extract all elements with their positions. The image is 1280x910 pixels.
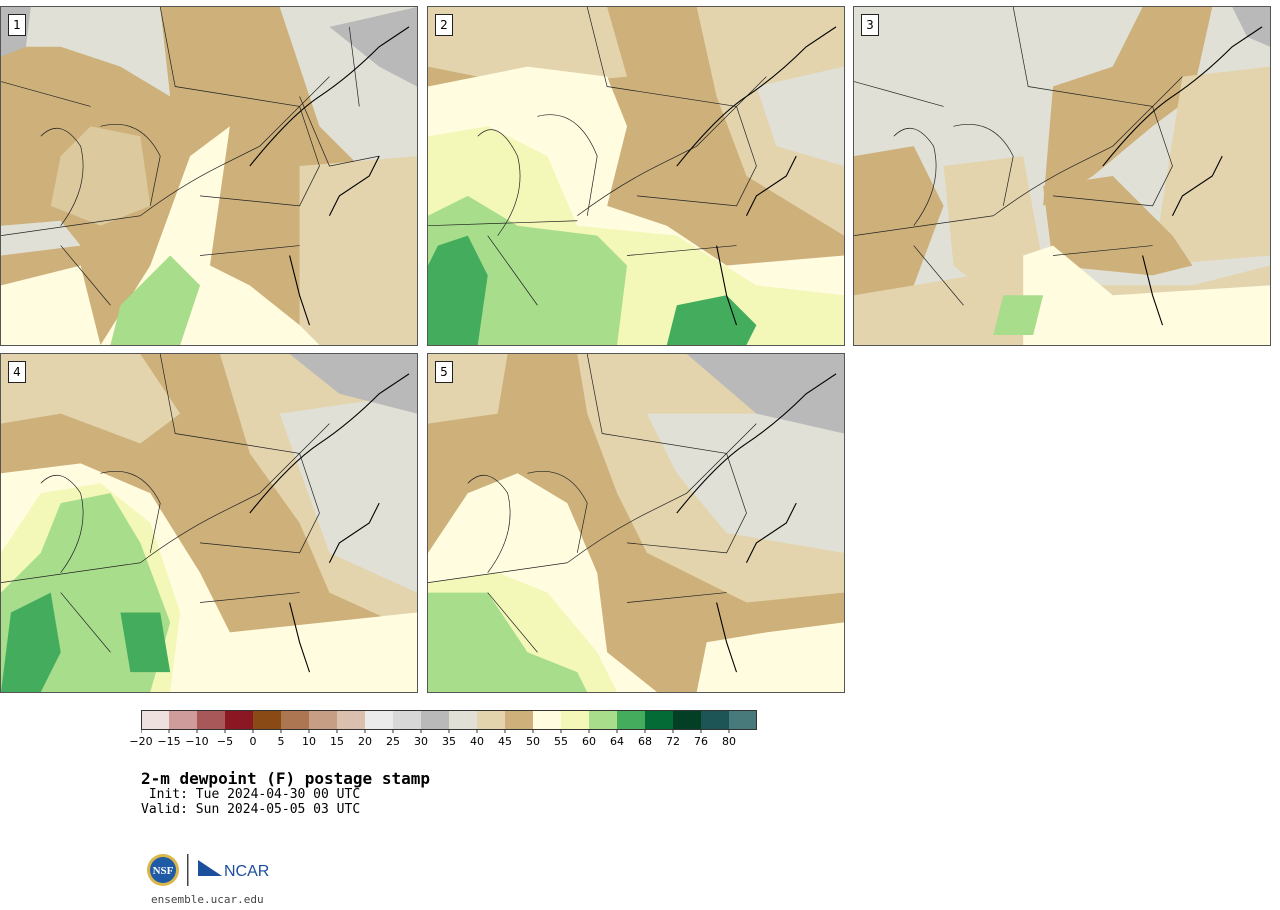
colorbar-tick-label: −10 <box>185 735 209 748</box>
colorbar-tick-label: 20 <box>358 735 372 748</box>
colorbar-tick-label: 10 <box>302 735 316 748</box>
colorbar-swatch <box>253 710 281 730</box>
colorbar <box>141 710 757 733</box>
colorbar-tick-label: 76 <box>694 735 708 748</box>
colorbar-tick-label: 0 <box>249 735 257 748</box>
colorbar-tick-label: 60 <box>582 735 596 748</box>
colorbar-tick-label: 64 <box>610 735 624 748</box>
colorbar-tick-label: 55 <box>554 735 568 748</box>
colorbar-swatch <box>169 710 197 730</box>
colorbar-swatch <box>365 710 393 730</box>
init-time: Init: Tue 2024-04-30 00 UTC <box>141 787 361 802</box>
colorbar-swatch <box>477 710 505 730</box>
colorbar-tick-label: 25 <box>386 735 400 748</box>
logo-area: NSF NCAR <box>146 852 276 892</box>
colorbar-swatch <box>561 710 589 730</box>
colorbar-swatch <box>197 710 225 730</box>
colorbar-tick-label: 72 <box>666 735 680 748</box>
colorbar-tick-label: −15 <box>157 735 181 748</box>
panel-label: 1 <box>8 14 26 36</box>
colorbar-swatch <box>617 710 645 730</box>
colorbar-swatch <box>337 710 365 730</box>
colorbar-swatch <box>225 710 253 730</box>
dewpoint-map-2 <box>428 7 844 345</box>
ncar-logo-text: NCAR <box>224 863 269 880</box>
colorbar-swatch <box>281 710 309 730</box>
colorbar-tick-label: −5 <box>216 735 234 748</box>
valid-time: Valid: Sun 2024-05-05 03 UTC <box>141 802 361 817</box>
panel-label: 5 <box>435 361 453 383</box>
map-panel-1: 1 <box>0 6 418 346</box>
colorbar-swatch <box>505 710 533 730</box>
colorbar-tick-label: −20 <box>129 735 153 748</box>
colorbar-swatch <box>645 710 673 730</box>
colorbar-swatch <box>309 710 337 730</box>
colorbar-swatch <box>421 710 449 730</box>
nsf-logo-text: NSF <box>153 865 174 877</box>
colorbar-swatch <box>673 710 701 730</box>
colorbar-border <box>141 710 757 730</box>
colorbar-tick-label: 50 <box>526 735 540 748</box>
colorbar-swatch <box>533 710 561 730</box>
dewpoint-map-5 <box>428 354 844 692</box>
panel-label: 4 <box>8 361 26 383</box>
colorbar-tick-label: 68 <box>638 735 652 748</box>
panel-label: 3 <box>861 14 879 36</box>
dewpoint-map-4 <box>1 354 417 692</box>
nsf-ncar-logo: NSF NCAR <box>147 854 269 886</box>
colorbar-swatch <box>141 710 169 730</box>
panel-label: 2 <box>435 14 453 36</box>
colorbar-swatch <box>589 710 617 730</box>
colorbar-tick-label: 80 <box>722 735 736 748</box>
site-url: ensemble.ucar.edu <box>151 893 264 906</box>
colorbar-swatch <box>449 710 477 730</box>
colorbar-tick-label: 45 <box>498 735 512 748</box>
dewpoint-map-1 <box>1 7 417 345</box>
chart-title: 2-m dewpoint (F) postage stamp <box>141 769 430 788</box>
colorbar-tick-label: 35 <box>442 735 456 748</box>
map-panel-3: 3 <box>853 6 1271 346</box>
colorbar-swatch <box>393 710 421 730</box>
colorbar-tick-label: 30 <box>414 735 428 748</box>
colorbar-swatch <box>729 710 757 730</box>
map-panel-2: 2 <box>427 6 845 346</box>
dewpoint-map-3 <box>854 7 1270 345</box>
colorbar-tick-label: 40 <box>470 735 484 748</box>
map-panel-5: 5 <box>427 353 845 693</box>
colorbar-swatch <box>701 710 729 730</box>
colorbar-tick-label: 15 <box>330 735 344 748</box>
map-panel-4: 4 <box>0 353 418 693</box>
colorbar-tick-label: 5 <box>277 735 285 748</box>
